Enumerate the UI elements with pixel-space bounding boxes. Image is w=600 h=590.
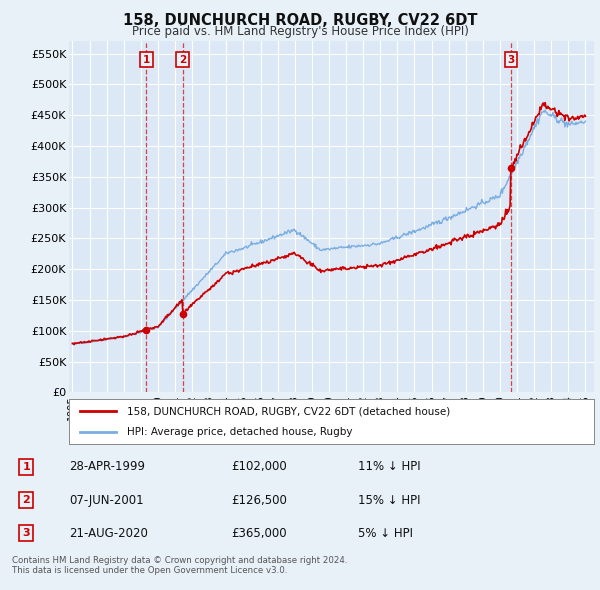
Text: Price paid vs. HM Land Registry's House Price Index (HPI): Price paid vs. HM Land Registry's House … — [131, 25, 469, 38]
Text: 158, DUNCHURCH ROAD, RUGBY, CV22 6DT (detached house): 158, DUNCHURCH ROAD, RUGBY, CV22 6DT (de… — [127, 407, 450, 417]
Text: 11% ↓ HPI: 11% ↓ HPI — [358, 460, 420, 474]
Text: 5% ↓ HPI: 5% ↓ HPI — [358, 526, 413, 540]
Text: 3: 3 — [23, 528, 30, 538]
Text: 2: 2 — [23, 495, 30, 505]
Text: £102,000: £102,000 — [231, 460, 287, 474]
Text: Contains HM Land Registry data © Crown copyright and database right 2024.
This d: Contains HM Land Registry data © Crown c… — [12, 556, 347, 575]
Text: 1: 1 — [23, 462, 30, 472]
Text: £365,000: £365,000 — [231, 526, 287, 540]
Text: £126,500: £126,500 — [231, 493, 287, 507]
Text: 3: 3 — [507, 55, 515, 65]
Text: 158, DUNCHURCH ROAD, RUGBY, CV22 6DT: 158, DUNCHURCH ROAD, RUGBY, CV22 6DT — [123, 13, 477, 28]
Text: 15% ↓ HPI: 15% ↓ HPI — [358, 493, 420, 507]
Text: 21-AUG-2020: 21-AUG-2020 — [70, 526, 148, 540]
Text: 28-APR-1999: 28-APR-1999 — [70, 460, 146, 474]
Text: 1: 1 — [143, 55, 150, 65]
Text: HPI: Average price, detached house, Rugby: HPI: Average price, detached house, Rugb… — [127, 427, 352, 437]
Text: 07-JUN-2001: 07-JUN-2001 — [70, 493, 144, 507]
Text: 2: 2 — [179, 55, 186, 65]
